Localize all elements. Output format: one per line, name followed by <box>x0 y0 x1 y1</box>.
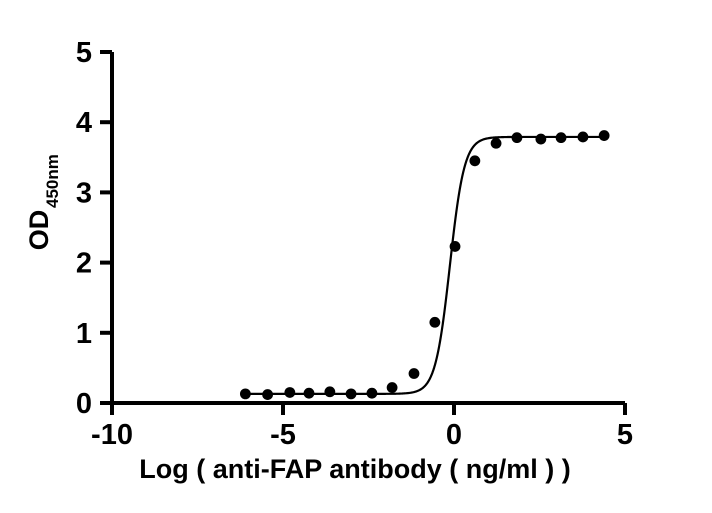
data-point <box>262 389 274 400</box>
data-point <box>535 133 547 145</box>
y-axis-ticks <box>100 50 112 405</box>
data-point <box>469 155 481 167</box>
y-tick-label-1: 1 <box>76 318 92 350</box>
y-axis-title-subscript: 450nm <box>43 154 62 208</box>
data-point <box>598 130 610 141</box>
x-tick-label-5: 5 <box>617 419 633 451</box>
data-point <box>386 382 398 393</box>
y-tick-label-3: 3 <box>76 177 92 209</box>
data-point <box>239 388 251 400</box>
x-tick-label--5: -5 <box>270 419 296 451</box>
data-point <box>408 368 420 379</box>
x-axis-tick-labels: -10 -5 0 5 <box>91 419 633 451</box>
y-axis-tick-labels: 0 1 2 3 4 5 <box>76 37 92 420</box>
y-tick-label-4: 4 <box>76 107 92 139</box>
data-point <box>429 316 441 328</box>
data-point <box>303 387 315 399</box>
fitted-curve <box>244 135 606 395</box>
data-point <box>577 131 589 143</box>
data-point <box>345 388 357 400</box>
y-tick-label-0: 0 <box>76 388 92 420</box>
x-tick-label--10: -10 <box>91 419 133 451</box>
data-point <box>366 387 378 399</box>
data-point <box>449 241 461 252</box>
x-axis-title: Log ( anti-FAP antibody ( ng/ml ) ) <box>139 454 570 484</box>
data-points-group <box>239 130 610 400</box>
x-axis-ticks <box>110 403 627 415</box>
data-point <box>555 132 567 144</box>
y-tick-label-5: 5 <box>76 37 92 69</box>
data-point <box>284 387 296 398</box>
y-axis-title: OD 450nm <box>24 154 62 250</box>
y-tick-label-2: 2 <box>76 248 92 280</box>
data-point <box>490 137 502 149</box>
data-point <box>324 386 336 398</box>
y-axis-title-main: OD <box>24 210 54 251</box>
data-point <box>511 132 523 144</box>
x-tick-label-0: 0 <box>446 419 462 451</box>
